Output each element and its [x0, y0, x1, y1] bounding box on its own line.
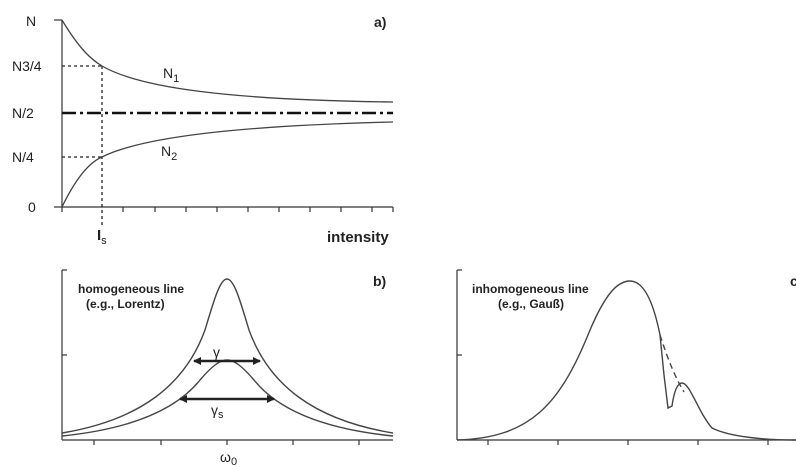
gamma-s-label: γs [211, 402, 224, 421]
n2-curve [62, 122, 393, 207]
n1-curve [62, 20, 393, 102]
panel-b-note-line1: homogeneous line [78, 282, 184, 296]
y-label-zero: 0 [28, 199, 36, 215]
panel-b-note-line2: (e.g., Lorentz) [86, 297, 165, 311]
y-label-n: N [26, 13, 36, 29]
x-axis-label: intensity [327, 229, 389, 246]
n1-label: N1 [163, 65, 179, 85]
panel-a-x-ticks [62, 207, 393, 212]
omega0-label: ω0 [220, 449, 237, 467]
panel-c: inhomogeneous line (e.g., Gauß) c [457, 270, 796, 445]
y-label-n34: N3/4 [12, 58, 42, 74]
panel-c-note-line2: (e.g., Gauß) [498, 297, 564, 311]
panel-c-tag: c [790, 273, 796, 289]
gamma-label: γ [213, 344, 220, 360]
panel-a-tag: a) [374, 14, 386, 30]
panel-b-tag: b) [373, 273, 386, 289]
panel-a: N N3/4 N/2 N/4 0 N1 N2 Is intensity a) [12, 13, 393, 247]
is-label: Is [97, 227, 107, 247]
panel-b: γ γs ω0 homogeneous line (e.g., Lorentz)… [62, 270, 393, 467]
panel-c-note-line1: inhomogeneous line [472, 282, 589, 296]
n2-label: N2 [161, 143, 177, 163]
y-label-n2: N/2 [12, 105, 34, 121]
y-label-n4: N/4 [12, 149, 34, 165]
